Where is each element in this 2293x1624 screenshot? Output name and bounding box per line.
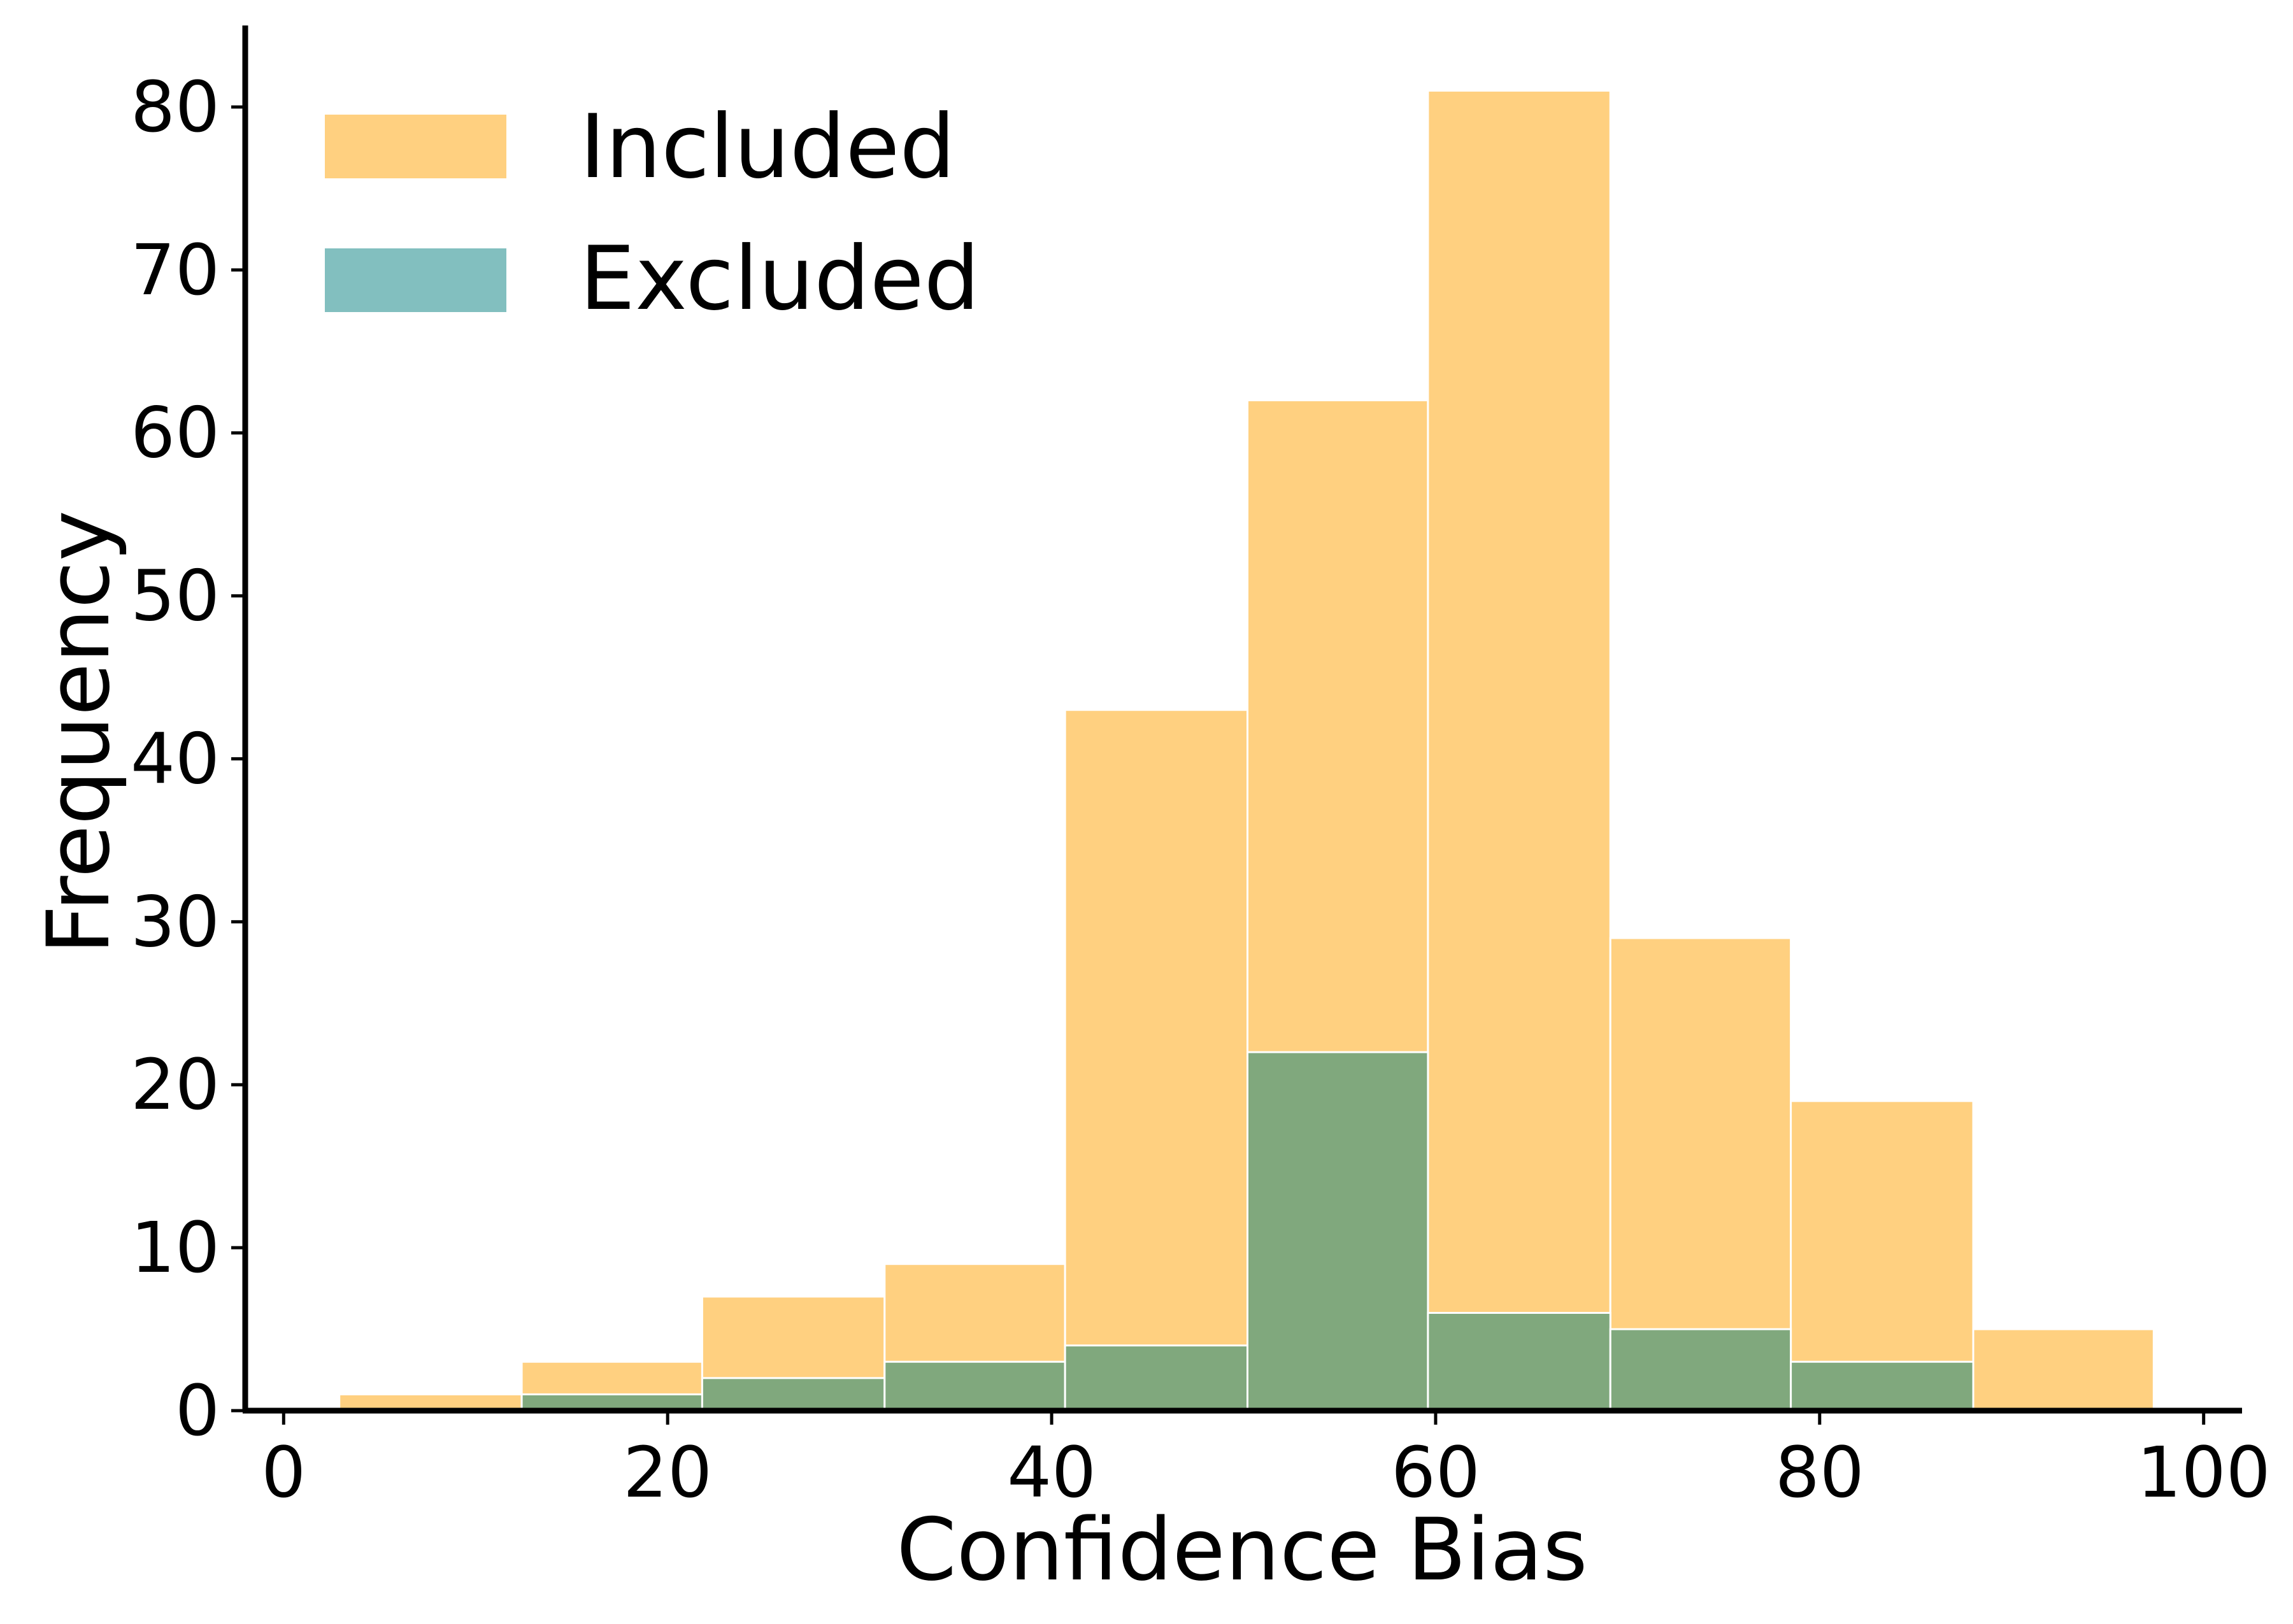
legend-swatch-included: [325, 115, 506, 178]
bar-excluded-3: [883, 1360, 1066, 1412]
x-tick-label: 100: [2137, 1432, 2271, 1513]
y-tick-label: 40: [131, 718, 220, 799]
bar-excluded-8: [1790, 1360, 1975, 1412]
bar-excluded-5: [1247, 1051, 1429, 1412]
x-tick-label: 20: [623, 1432, 712, 1513]
legend-label-included: Included: [580, 96, 955, 198]
x-tick-label: 60: [1391, 1432, 1480, 1513]
excluded-bars: [520, 1051, 1975, 1412]
x-tick-label: 80: [1775, 1432, 1864, 1513]
tick-labels: 0 20 40 60 80 100 0 10 20 30 40 50 60 70 80: [131, 66, 2271, 1513]
bar-included-4: [1064, 709, 1249, 1412]
legend-label-excluded: Excluded: [580, 227, 980, 330]
bar-included-9: [1972, 1328, 2155, 1412]
y-tick-label: 80: [131, 66, 220, 148]
y-tick-label: 0: [175, 1370, 220, 1451]
y-tick-label: 70: [131, 229, 220, 311]
x-tick-label: 0: [261, 1432, 306, 1513]
x-axis-label: Confidence Bias: [896, 1500, 1587, 1600]
y-axis-label: Frequency: [29, 510, 129, 954]
y-tick-label: 20: [131, 1044, 220, 1125]
bar-excluded-7: [1609, 1328, 1792, 1412]
bar-included-6: [1427, 89, 1611, 1412]
bar-excluded-4: [1064, 1344, 1249, 1412]
legend-swatch-excluded: [325, 248, 506, 312]
axes: [242, 25, 2242, 1414]
y-tick-label: 10: [131, 1207, 220, 1288]
y-tick-label: 60: [131, 392, 220, 474]
y-tick-label: 50: [131, 555, 220, 637]
legend: Included Excluded: [325, 96, 980, 330]
y-tick-label: 30: [131, 881, 220, 962]
bar-excluded-2: [701, 1377, 886, 1412]
x-tick-label: 40: [1007, 1432, 1096, 1513]
bar-excluded-6: [1427, 1311, 1611, 1412]
